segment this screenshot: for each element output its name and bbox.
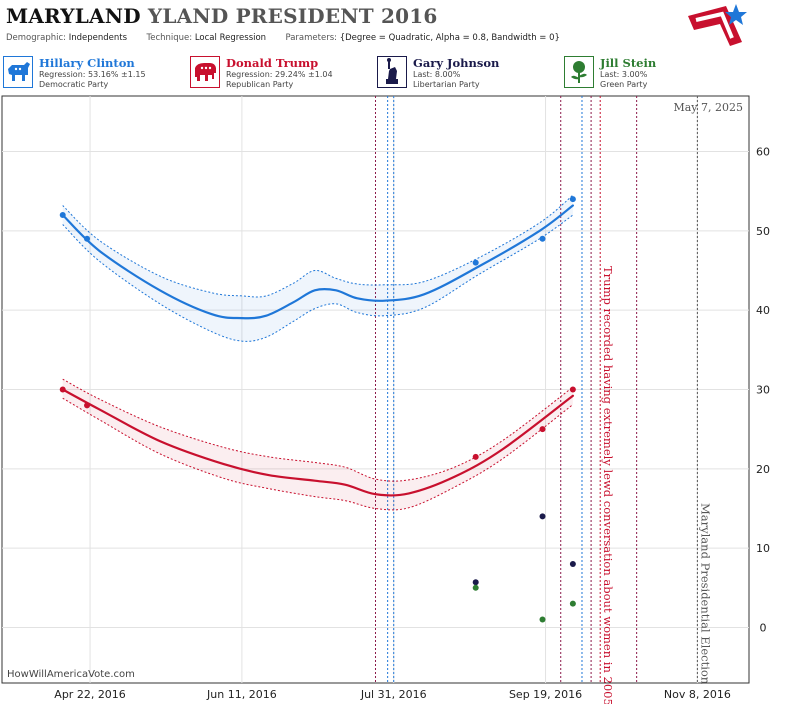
jill-stein-poll-point	[539, 616, 546, 623]
title-rest: YLAND PRESIDENT 2016	[147, 4, 438, 28]
donkey-icon	[3, 56, 33, 88]
donald-trump-poll-point	[472, 453, 479, 460]
elephant-icon	[190, 56, 220, 88]
x-tick-label: Nov 8, 2016	[664, 688, 731, 701]
gary-johnson-poll-point	[569, 561, 576, 568]
candidate-card-johnson: Gary Johnson Last: 8.00% Libertarian Par…	[376, 55, 562, 91]
y-tick-label: 60	[756, 146, 770, 159]
hillary-clinton-poll-point	[472, 259, 479, 266]
demographic-label: Demographic:	[6, 33, 67, 43]
gary-johnson-poll-point	[539, 513, 546, 520]
hillary-clinton-poll-point	[539, 235, 546, 242]
candidate-stat: Regression: 29.24% ±1.04	[226, 70, 333, 79]
candidate-card-trump: Donald Trump Regression: 29.24% ±1.04 Re…	[189, 55, 375, 91]
candidate-party: Libertarian Party	[413, 80, 480, 89]
donald-trump-poll-point	[539, 426, 546, 433]
y-tick-label: 20	[756, 463, 770, 476]
candidate-stat: Last: 3.00%	[600, 70, 648, 79]
donald-trump-band-lower	[62, 397, 574, 511]
site-logo-icon	[686, 2, 748, 48]
candidate-card-stein: Jill Stein Last: 3.00% Green Party	[563, 55, 749, 91]
hillary-clinton-band-lower	[62, 214, 574, 342]
demographic-value: Independents	[68, 33, 128, 43]
donald-trump-poll-point	[84, 402, 91, 409]
y-tick-label: 0	[760, 621, 767, 634]
candidate-name: Hillary Clinton	[39, 56, 135, 70]
donald-trump-confidence-band	[62, 379, 573, 510]
candidate-stat: Last: 8.00%	[413, 70, 461, 79]
liberty-statue-icon	[377, 56, 407, 88]
donald-trump-trend-line	[61, 388, 574, 497]
page-title: MARYLAND YLAND PRESIDENT 2016	[6, 4, 437, 28]
donald-trump-poll-point	[59, 386, 66, 393]
donald-trump-band-upper	[62, 378, 574, 482]
parameters-value: {Degree = Quadratic, Alpha = 0.8, Bandwi…	[339, 33, 560, 43]
hillary-clinton-band-upper	[62, 194, 574, 298]
jill-stein-poll-point	[569, 600, 576, 607]
donald-trump-poll-point	[569, 386, 576, 393]
header: MARYLAND YLAND PRESIDENT 2016 Demographi…	[0, 0, 789, 48]
hillary-clinton-poll-point	[59, 211, 66, 218]
jill-stein-poll-point	[472, 584, 479, 591]
watermark: HowWillAmericaVote.com	[7, 669, 135, 680]
event-annotation: Trump recorded having extremely lewd con…	[601, 266, 615, 704]
date-label: May 7, 2025	[673, 101, 743, 114]
candidate-card-clinton: Hillary Clinton Regression: 53.16% ±1.15…	[2, 55, 188, 91]
technique-value: Local Regression	[194, 33, 267, 43]
hillary-clinton-poll-point	[569, 196, 576, 203]
candidate-name: Jill Stein	[600, 56, 657, 70]
x-tick-label: Jul 31, 2016	[360, 688, 427, 701]
gary-johnson-poll-point	[472, 579, 479, 586]
rose-icon	[564, 56, 594, 88]
candidate-party: Republican Party	[226, 80, 294, 89]
hillary-clinton-confidence-band	[62, 195, 573, 342]
x-tick-label: Jun 11, 2016	[206, 688, 277, 701]
x-tick-label: Sep 19, 2016	[509, 688, 582, 701]
event-annotation: Maryland Presidential Election	[698, 503, 712, 685]
parameters-line: Demographic: Independents Technique: Loc…	[6, 33, 560, 43]
y-tick-label: 40	[756, 304, 770, 317]
candidate-name: Gary Johnson	[413, 56, 500, 70]
candidate-party: Democratic Party	[39, 80, 109, 89]
y-tick-label: 30	[756, 384, 770, 397]
parameters-label: Parameters:	[285, 33, 337, 43]
candidate-name: Donald Trump	[226, 56, 319, 70]
y-tick-label: 50	[756, 225, 770, 238]
x-tick-label: Apr 22, 2016	[54, 688, 126, 701]
y-tick-label: 10	[756, 542, 770, 555]
candidate-party: Green Party	[600, 80, 648, 89]
technique-label: Technique:	[146, 33, 193, 43]
hillary-clinton-poll-point	[84, 235, 91, 242]
title-state: MARYLAND	[6, 4, 141, 28]
hillary-clinton-trend-line	[61, 204, 574, 320]
candidate-stat: Regression: 53.16% ±1.15	[39, 70, 146, 79]
